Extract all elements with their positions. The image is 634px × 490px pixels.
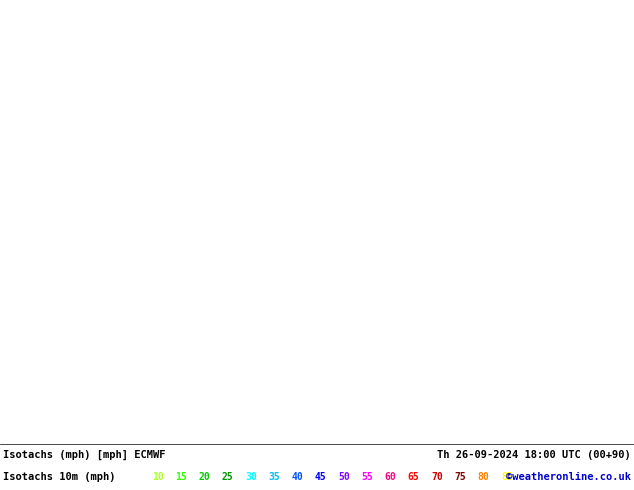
Text: 35: 35 <box>268 472 280 482</box>
Text: Isotachs (mph) [mph] ECMWF: Isotachs (mph) [mph] ECMWF <box>3 450 165 460</box>
Text: 60: 60 <box>385 472 396 482</box>
Text: 80: 80 <box>477 472 489 482</box>
Text: 75: 75 <box>455 472 466 482</box>
Text: 90: 90 <box>524 472 536 482</box>
Text: ©weatheronline.co.uk: ©weatheronline.co.uk <box>506 472 631 482</box>
Text: 25: 25 <box>222 472 233 482</box>
Text: Th 26-09-2024 18:00 UTC (00+90): Th 26-09-2024 18:00 UTC (00+90) <box>437 450 631 460</box>
Text: 85: 85 <box>501 472 513 482</box>
Text: 30: 30 <box>245 472 257 482</box>
Text: Isotachs 10m (mph): Isotachs 10m (mph) <box>3 472 115 482</box>
Text: 65: 65 <box>408 472 420 482</box>
Text: 55: 55 <box>361 472 373 482</box>
Text: 15: 15 <box>176 472 187 482</box>
Text: 45: 45 <box>315 472 327 482</box>
Text: 70: 70 <box>431 472 443 482</box>
Text: 20: 20 <box>198 472 210 482</box>
Text: 50: 50 <box>338 472 350 482</box>
Text: 40: 40 <box>292 472 304 482</box>
Text: 10: 10 <box>152 472 164 482</box>
